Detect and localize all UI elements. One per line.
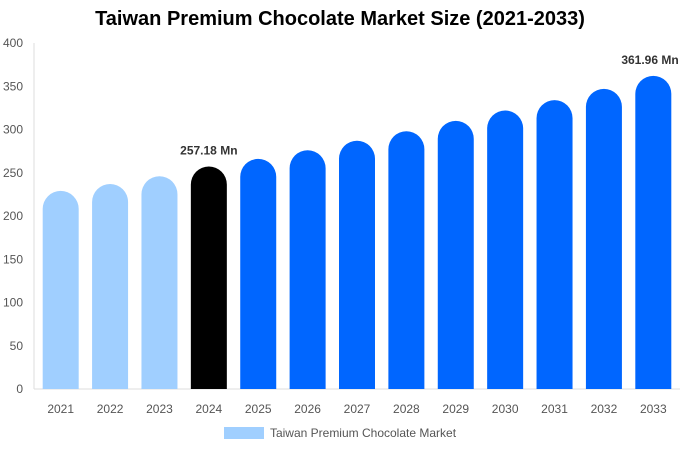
bar-2027 [339,140,375,389]
y-tick-label: 300 [3,123,23,137]
y-tick-label: 0 [16,382,23,396]
x-tick-label: 2033 [640,402,667,416]
x-tick-label: 2029 [442,402,469,416]
bar-2021 [42,190,79,389]
bar-2022 [92,183,129,389]
legend-label: Taiwan Premium Chocolate Market [269,426,457,440]
y-tick-label: 200 [3,209,23,223]
bar-2033 [635,75,672,389]
y-tick-label: 100 [3,296,23,310]
x-tick-label: 2026 [294,402,321,416]
bar-2032 [585,88,622,389]
y-tick-label: 250 [3,166,23,180]
x-tick-label: 2023 [146,402,173,416]
x-tick-label: 2027 [344,402,371,416]
data-label: 257.18 Mn [180,144,237,158]
bar-2026 [289,150,326,389]
x-tick-label: 2021 [47,402,74,416]
bar-2023 [141,176,178,389]
x-tick-label: 2024 [195,402,222,416]
bar-2030 [487,110,524,390]
bar-2029 [437,120,474,389]
chart-title: Taiwan Premium Chocolate Market Size (20… [95,8,585,30]
data-label: 361.96 Mn [621,53,678,67]
bar-2024 [190,166,227,389]
x-tick-label: 2028 [393,402,420,416]
bar-2031 [536,100,573,389]
y-tick-label: 400 [3,36,23,50]
x-tick-label: 2022 [97,402,124,416]
x-tick-label: 2031 [541,402,568,416]
y-tick-label: 150 [3,252,23,266]
x-tick-label: 2032 [591,402,618,416]
y-tick-label: 50 [10,339,24,353]
legend-swatch [223,427,264,439]
x-tick-label: 2030 [492,402,519,416]
x-tick-label: 2025 [245,402,272,416]
bar-2028 [388,131,425,390]
y-tick-label: 350 [3,79,23,93]
legend: Taiwan Premium Chocolate Market [0,426,680,440]
bar-2025 [240,158,277,389]
